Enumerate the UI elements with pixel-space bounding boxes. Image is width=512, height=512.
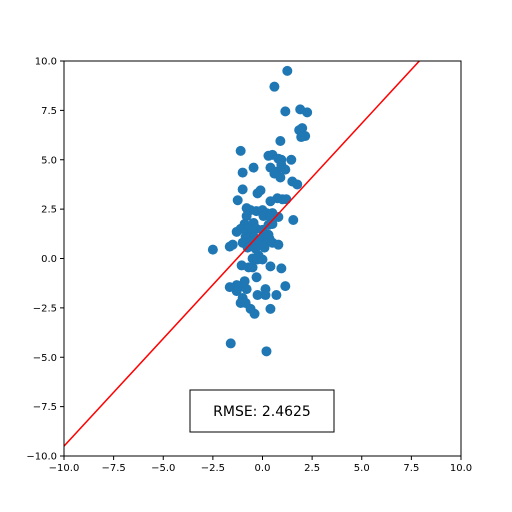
fit-line	[64, 61, 420, 447]
data-point-4	[280, 106, 291, 117]
x-tick-label: 7.5	[403, 463, 419, 474]
data-point-28	[252, 188, 263, 199]
x-tick-label: −5.0	[151, 463, 175, 474]
y-axis: −10.0 −7.5 −5.0 −2.5 0.0 2.5 5.0 7.5 10.0	[26, 57, 64, 463]
y-tick-label: −2.5	[33, 303, 57, 314]
data-point-93	[260, 290, 271, 301]
data-point-1	[269, 81, 280, 92]
data-point-19	[280, 164, 291, 175]
data-point-23	[275, 172, 286, 183]
data-point-9	[275, 135, 286, 146]
rmse-box	[189, 389, 335, 433]
data-point-10	[235, 145, 246, 156]
y-tick-label: −10.0	[26, 452, 57, 463]
data-point-22	[237, 167, 248, 178]
data-point-83	[251, 272, 262, 283]
y-tick-label: −5.0	[33, 353, 57, 364]
data-point-3	[302, 107, 313, 118]
data-point-80	[247, 262, 258, 273]
fit-line-layer	[64, 61, 420, 447]
data-point-92	[252, 290, 263, 301]
data-point-100	[249, 308, 260, 319]
x-tick-label: 10.0	[450, 463, 472, 474]
y-tick-label: 7.5	[41, 106, 57, 117]
data-point-0	[282, 65, 293, 76]
x-tick-label: 2.5	[304, 463, 320, 474]
data-point-69	[224, 241, 235, 252]
x-tick-label: −7.5	[101, 463, 125, 474]
data-point-91	[231, 286, 242, 297]
x-tick-label: 5.0	[354, 463, 370, 474]
data-point-33	[232, 195, 243, 206]
rmse-annotation: RMSE: 2.4625	[189, 389, 335, 433]
data-point-73	[207, 244, 218, 255]
data-point-48	[267, 218, 278, 229]
x-tick-label: −10.0	[49, 463, 80, 474]
data-point-77	[257, 254, 268, 265]
data-point-82	[276, 263, 287, 274]
data-point-40	[241, 211, 252, 222]
x-axis: −10.0 −7.5 −5.0 −2.5 0.0 2.5 5.0 7.5 10.0	[49, 456, 472, 474]
data-point-81	[265, 261, 276, 272]
data-point-68	[273, 239, 284, 250]
x-tick-label: 0.0	[255, 463, 271, 474]
data-point-102	[261, 346, 272, 357]
data-point-53	[231, 226, 242, 237]
x-tick-label: −2.5	[201, 463, 225, 474]
data-point-26	[237, 184, 248, 195]
data-point-43	[273, 212, 284, 223]
data-point-14	[286, 154, 297, 165]
data-point-31	[281, 194, 292, 205]
data-point-88	[241, 284, 252, 295]
data-point-44	[288, 214, 299, 225]
data-point-18	[248, 162, 259, 173]
data-point-94	[271, 290, 282, 301]
y-tick-label: −7.5	[33, 402, 57, 413]
rmse-text: RMSE: 2.4625	[213, 404, 311, 420]
data-point-72	[259, 242, 270, 253]
y-tick-label: 10.0	[35, 57, 57, 68]
data-point-101	[225, 338, 236, 349]
y-tick-label: 0.0	[41, 254, 57, 265]
data-point-99	[265, 303, 276, 314]
y-tick-label: 2.5	[41, 205, 57, 216]
data-point-25	[292, 179, 303, 190]
y-tick-label: 5.0	[41, 155, 57, 166]
data-point-8	[296, 132, 307, 143]
data-point-90	[280, 281, 291, 292]
data-point-32	[265, 196, 276, 207]
